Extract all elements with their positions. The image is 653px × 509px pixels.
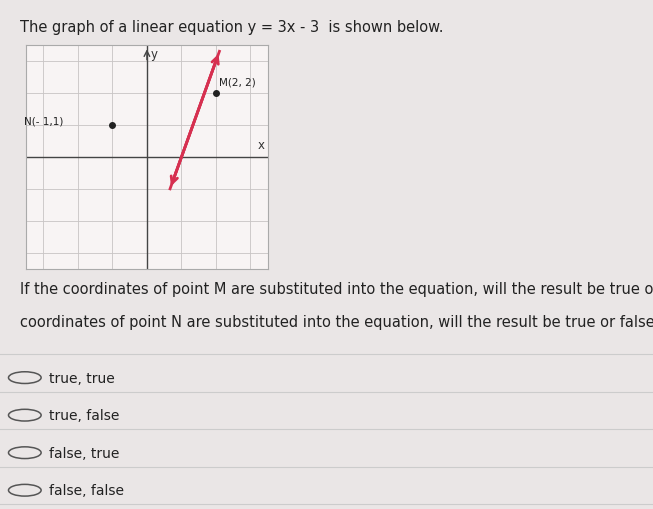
Text: false, false: false, false <box>49 483 124 497</box>
Text: true, false: true, false <box>49 408 119 422</box>
Text: N(- 1,1): N(- 1,1) <box>24 116 64 126</box>
Text: x: x <box>257 139 264 152</box>
Text: The graph of a linear equation y = 3x - 3  is shown below.: The graph of a linear equation y = 3x - … <box>20 20 443 35</box>
Text: M(2, 2): M(2, 2) <box>219 78 256 88</box>
Text: coordinates of point N are substituted into the equation, will the result be tru: coordinates of point N are substituted i… <box>20 315 653 330</box>
Text: If the coordinates of point M are substituted into the equation, will the result: If the coordinates of point M are substi… <box>20 282 653 297</box>
Text: true, true: true, true <box>49 371 115 385</box>
Text: false, true: false, true <box>49 446 119 460</box>
Text: y: y <box>151 47 158 61</box>
